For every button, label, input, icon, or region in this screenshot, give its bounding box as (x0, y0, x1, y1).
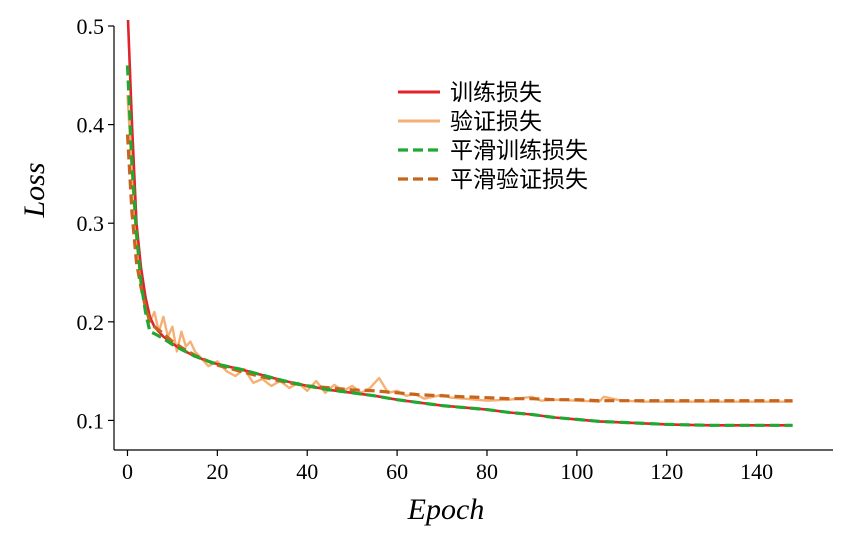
y-tick-label: 0.3 (77, 211, 105, 236)
x-tick-label: 140 (740, 459, 773, 484)
y-tick-label: 0.2 (77, 310, 105, 335)
series-line-2 (125, 65, 793, 427)
x-tick-label: 120 (650, 459, 683, 484)
x-tick-label: 100 (560, 459, 593, 484)
x-tick-label: 80 (476, 459, 498, 484)
y-tick-label: 0.4 (77, 113, 105, 138)
legend-label-0: 训练损失 (450, 80, 542, 106)
legend-label-1: 验证损失 (450, 109, 542, 135)
y-tick-label: 0.5 (77, 14, 105, 39)
y-axis-title: Loss (18, 162, 51, 218)
y-tick-label: 0.1 (77, 408, 105, 433)
x-tick-label: 20 (206, 459, 228, 484)
x-tick-label: 60 (386, 459, 408, 484)
series-line-3 (125, 134, 793, 403)
x-tick-label: 40 (296, 459, 318, 484)
y-ticks: 0.1 0.2 0.3 0.4 0.5 (77, 14, 114, 433)
legend-label-2: 平滑训练损失 (450, 138, 588, 164)
x-ticks: 0 20 40 60 80 100 120 140 (122, 450, 773, 484)
series-line-0 (126, 20, 793, 427)
series-layer (125, 20, 793, 427)
axes (113, 26, 833, 451)
legend-label-3: 平滑验证损失 (450, 167, 588, 193)
x-tick-label: 0 (122, 459, 133, 484)
x-axis-title: Epoch (407, 493, 485, 526)
